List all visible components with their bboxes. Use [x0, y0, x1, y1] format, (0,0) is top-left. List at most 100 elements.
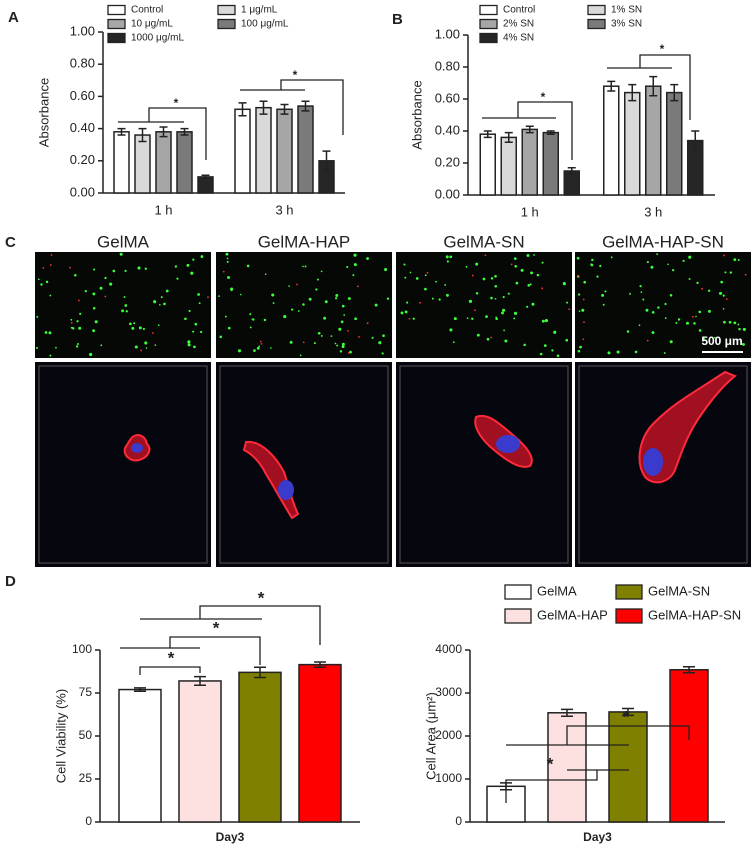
micrograph-title: GelMA [97, 232, 150, 251]
live-cell [638, 324, 641, 327]
chart: 0.00 0.20 0.40 0.60 0.80 1.00 Absorbance 1 h 3 h… [36, 5, 345, 217]
live-cell [99, 286, 103, 290]
live-cell [226, 257, 229, 260]
error-bar [314, 661, 326, 668]
error-bar [194, 675, 206, 687]
live-cell [382, 334, 385, 338]
live-cell [656, 253, 659, 256]
y-tick-label: 3000 [435, 685, 462, 699]
live-cell [729, 271, 733, 274]
live-cell [502, 308, 506, 312]
micrographs: GelMA GelMA-HAP GelMA-SN GelMA-HAP-SN 500 μm [35, 232, 751, 567]
fluorescence-image [396, 252, 572, 358]
legend-swatch [504, 584, 532, 600]
live-cell [645, 308, 649, 312]
x-tick-label: 1 h [154, 202, 172, 217]
error-bar [607, 80, 616, 92]
dead-cell [408, 317, 411, 320]
live-cell [270, 347, 272, 349]
live-cell [494, 274, 497, 278]
bar [178, 680, 222, 823]
error-bar [483, 130, 492, 139]
live-cell [412, 317, 415, 320]
significance-bracket [240, 79, 344, 135]
live-cell [353, 263, 357, 267]
y-tick-label: 1.00 [70, 23, 95, 38]
bar [297, 105, 314, 194]
confocal-image [396, 362, 572, 567]
live-cell [289, 340, 293, 344]
nucleus [131, 443, 143, 453]
micrograph-title: GelMA-HAP-SN [602, 232, 724, 251]
error-bar [561, 708, 573, 717]
bar [608, 711, 648, 823]
live-cell [590, 263, 592, 265]
live-cell [271, 293, 275, 297]
dead-cell [357, 285, 359, 288]
live-cell [142, 327, 145, 331]
live-cell [490, 296, 493, 300]
image-frame [38, 365, 208, 564]
y-tick-label: 0.80 [435, 58, 460, 73]
live-cell [728, 320, 732, 324]
live-cell [154, 344, 157, 346]
bar [521, 128, 538, 196]
live-cell [349, 350, 352, 354]
live-cell [194, 322, 198, 326]
chart: 0 25 50 75 100 Cell Viability (%) Day3 * * * [53, 588, 360, 844]
significance-label: * [213, 618, 220, 637]
live-cell [137, 266, 141, 270]
live-cell [144, 341, 148, 345]
y-tick-label: 2000 [435, 728, 462, 742]
legend-label: GelMA-HAP [537, 607, 608, 622]
legend-swatch [587, 18, 606, 30]
dead-cell [568, 308, 571, 311]
live-cell [529, 283, 532, 286]
dead-cell [577, 275, 580, 277]
error-bar [670, 83, 679, 102]
live-cell [494, 284, 498, 288]
y-axis-label: Cell Area (μm²) [423, 692, 438, 780]
dead-cell [259, 340, 262, 343]
significance-bracket [118, 107, 207, 160]
live-cell [94, 320, 98, 324]
live-cell [334, 342, 337, 345]
nucleus [643, 448, 663, 476]
live-cell [553, 330, 557, 334]
live-cell [76, 342, 79, 345]
legend-swatch [107, 18, 126, 30]
live-cell [526, 305, 529, 308]
dead-cell [260, 343, 263, 345]
error-bar [238, 102, 247, 117]
live-cell [551, 349, 554, 352]
live-cell [378, 341, 382, 345]
live-cell [651, 311, 655, 314]
live-cell [253, 349, 256, 352]
bar [134, 134, 151, 194]
live-cell [444, 284, 447, 286]
live-cell [263, 318, 267, 322]
live-cell [192, 258, 195, 261]
dead-cell [646, 339, 649, 342]
live-cell [89, 352, 93, 357]
live-cell [409, 271, 412, 274]
significance-bracket [120, 636, 261, 665]
panel-label: D [5, 573, 16, 590]
live-cell [252, 318, 255, 321]
live-cell [438, 298, 441, 301]
live-cell [566, 301, 569, 304]
live-cell [539, 352, 543, 356]
legend-swatch [587, 4, 606, 16]
dead-cell [222, 270, 225, 273]
scale-bar-label: 500 μm [701, 334, 742, 348]
live-cell [49, 354, 52, 357]
bar [666, 91, 683, 196]
live-cell [513, 317, 516, 320]
live-cell [93, 268, 96, 271]
live-cell [340, 320, 344, 324]
bar [238, 671, 282, 823]
error-bar [628, 83, 637, 102]
live-cell [435, 280, 438, 283]
live-cell [579, 345, 582, 349]
live-cell [404, 276, 407, 279]
